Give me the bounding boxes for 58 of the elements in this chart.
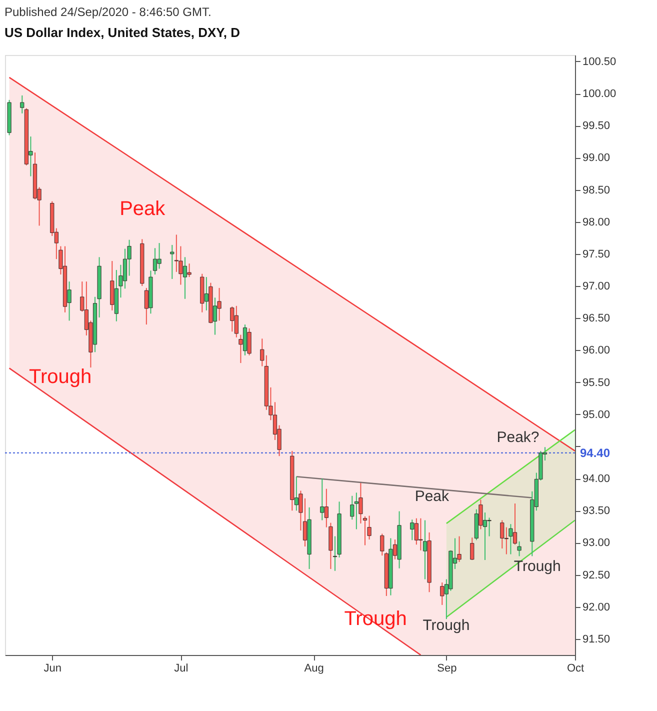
y-tick-label: 93.00: [582, 537, 610, 550]
y-tick-label: 99.50: [582, 120, 610, 132]
candlestick: [440, 582, 444, 606]
y-tick-label: 96.50: [582, 312, 610, 325]
annotation: Peak: [414, 488, 450, 505]
candlestick: [358, 482, 363, 524]
x-tick-label: Jun: [44, 662, 62, 674]
annotation: Trough: [28, 366, 92, 388]
candlestick: [182, 256, 188, 300]
candlestick: [457, 536, 462, 562]
candlestick: [418, 518, 423, 551]
candlestick: [157, 242, 162, 270]
annotation: Trough: [422, 617, 470, 634]
y-tick-label: 97.00: [582, 280, 610, 293]
annotation: Peak?: [496, 429, 540, 446]
candlestick: [122, 248, 128, 290]
candlestick: [20, 94, 24, 114]
y-tick-label: 95.00: [582, 408, 610, 421]
candlestick: [170, 244, 174, 280]
candlestick: [187, 263, 192, 278]
candlestick: [470, 537, 474, 561]
candlestick: [217, 287, 222, 322]
x-tick-label: Sep: [437, 662, 457, 674]
y-tick-label: 92.50: [582, 569, 610, 582]
candlestick: [410, 519, 414, 541]
candlestick: [508, 524, 513, 555]
y-tick-label: 98.00: [582, 216, 610, 228]
annotation: Trough: [514, 558, 561, 576]
y-tick-label: 95.50: [582, 376, 610, 389]
candlestick: [247, 328, 252, 356]
candlestick: [320, 478, 324, 521]
candlestick: [110, 260, 114, 311]
annotation: Peak: [120, 198, 166, 220]
candlestick: [362, 516, 368, 546]
candlestick: [487, 517, 492, 537]
y-tick-label: 93.50: [582, 505, 610, 518]
y-tick-label: 92.00: [582, 601, 610, 614]
candlestick: [380, 533, 384, 556]
x-tick-label: Oct: [566, 662, 584, 674]
candlestick: [152, 248, 158, 275]
y-tick-label: 97.50: [582, 248, 610, 260]
y-tick-label: 94.00: [582, 473, 610, 486]
candlestick: [512, 503, 518, 546]
y-tick-label: 91.50: [582, 633, 610, 646]
chart-subtitle: Published 24/Sep/2020 - 8:46:50 GMT.: [4, 5, 212, 19]
chart-title: US Dollar Index, United States, DXY, D: [4, 25, 240, 40]
y-tick-label: 98.50: [582, 184, 610, 196]
candlestick: [242, 324, 248, 356]
y-tick-label: 96.00: [582, 344, 610, 357]
x-tick-label: Jul: [174, 662, 188, 674]
candlestick: [422, 520, 428, 580]
ref-line-label: 94.40: [580, 446, 610, 460]
candlestick: [517, 540, 522, 557]
y-tick-label: 100.00: [582, 88, 616, 100]
candlestick: [234, 305, 238, 338]
x-tick-label: Aug: [304, 662, 324, 674]
y-tick-label: 99.00: [582, 152, 610, 164]
y-tick-label: 100.50: [582, 56, 616, 68]
